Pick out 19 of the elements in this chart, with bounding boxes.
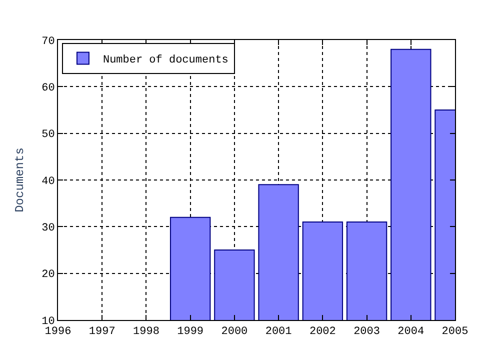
y-tick-label: 60 — [42, 82, 55, 95]
y-tick-label: 30 — [42, 222, 55, 235]
x-tick-label: 1997 — [88, 326, 116, 338]
x-tick-label: 2003 — [354, 326, 380, 338]
x-tick-label: 1999 — [177, 326, 204, 338]
x-tick-label: 2002 — [309, 326, 336, 338]
y-axis-title: Documents — [12, 148, 27, 212]
x-tick-label: 2005 — [442, 326, 468, 338]
y-tick-label: 50 — [42, 129, 55, 142]
y-tick-label: 40 — [42, 176, 55, 188]
y-tick-label: 70 — [42, 36, 55, 48]
y-tick-label: 20 — [42, 269, 55, 282]
x-tick-label: 1998 — [133, 326, 160, 338]
legend-label: Number of documents — [102, 54, 228, 67]
x-tick-label: 2000 — [221, 326, 248, 338]
x-tick-label: 2001 — [265, 326, 292, 338]
y-tick-label: 10 — [42, 316, 55, 328]
x-tick-label: 1996 — [44, 326, 72, 338]
x-tick-label: 2004 — [398, 326, 424, 338]
